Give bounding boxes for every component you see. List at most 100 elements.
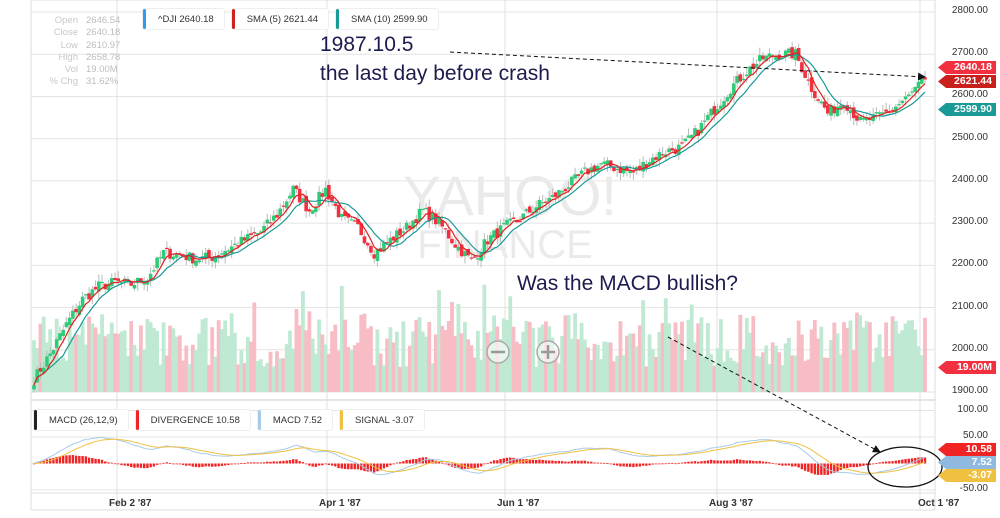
divergence-bar: [920, 457, 923, 464]
divergence-bar: [424, 457, 428, 464]
divergence-bar: [123, 463, 126, 466]
volume-bar: [346, 347, 351, 392]
divergence-bar: [415, 459, 418, 464]
zoom-in-button[interactable]: [536, 340, 560, 364]
candle: [874, 112, 879, 114]
divergence-bar: [599, 462, 603, 464]
volume-bar: [903, 323, 908, 392]
volume-bar: [372, 365, 377, 392]
volume-bar: [696, 323, 701, 392]
candle: [851, 107, 856, 119]
divergence-bar: [366, 463, 369, 472]
volume-bar: [96, 333, 101, 392]
volume-bar: [106, 333, 111, 392]
volume-bar: [767, 364, 772, 392]
divergence-bar: [573, 460, 577, 464]
divergence-bar: [635, 463, 638, 467]
candle: [621, 167, 626, 174]
divergence-bar: [781, 463, 784, 466]
volume-bar: [466, 339, 471, 392]
candle: [557, 190, 561, 198]
divergence-bar: [901, 459, 904, 464]
volume-bar: [249, 341, 253, 392]
divergence-bar: [343, 463, 347, 469]
zoom-out-button[interactable]: [486, 340, 510, 364]
volume-bar: [187, 364, 192, 392]
divergence-bar: [722, 460, 726, 464]
divergence-bar: [661, 463, 664, 465]
candle: [826, 105, 830, 114]
candle: [330, 196, 334, 202]
volume-bar: [573, 313, 577, 392]
candle: [514, 221, 519, 223]
divergence-bar: [275, 461, 279, 464]
candle: [566, 187, 571, 189]
divergence-bar: [761, 461, 765, 464]
legend-item[interactable]: SMA (10) 2599.90: [334, 8, 439, 30]
volume-bar: [706, 323, 710, 392]
candle: [246, 234, 250, 241]
volume-bar: [599, 359, 603, 392]
candle: [314, 206, 318, 212]
candle: [382, 242, 386, 252]
volume-bar: [385, 338, 390, 392]
volume-bar: [278, 358, 283, 392]
divergence-bar: [405, 459, 408, 464]
candle: [365, 242, 370, 246]
legend-item[interactable]: MACD 7.52: [256, 409, 333, 431]
volume-bar: [67, 325, 72, 392]
candle: [699, 122, 704, 134]
volume-bar: [592, 343, 597, 392]
candle: [722, 101, 726, 108]
candle: [907, 94, 911, 97]
divergence-bar: [547, 460, 551, 464]
volume-bar: [683, 359, 688, 392]
divergence-bar: [868, 463, 872, 465]
divergence-bar: [787, 463, 791, 466]
candle: [709, 108, 713, 116]
candle: [45, 356, 49, 367]
candle: [453, 244, 457, 248]
volume-bar: [618, 321, 623, 392]
divergence-bar: [91, 458, 94, 464]
candle: [553, 192, 558, 198]
legend-item[interactable]: SIGNAL -3.07: [338, 409, 425, 431]
divergence-bar: [49, 458, 52, 464]
price-axis-label: 2400.00: [951, 173, 988, 185]
divergence-bar: [473, 463, 476, 469]
candle: [433, 213, 438, 225]
divergence-bar: [703, 460, 706, 464]
divergence-bar: [580, 460, 583, 464]
divergence-bar: [748, 460, 752, 464]
legend-item[interactable]: SMA (5) 2621.44: [230, 8, 329, 30]
divergence-bar: [376, 463, 379, 472]
legend-label: SIGNAL -3.07: [354, 414, 414, 426]
legend-item[interactable]: DIVERGENCE 10.58: [134, 409, 251, 431]
legend-item[interactable]: ^DJI 2640.18: [142, 8, 225, 30]
candle: [919, 78, 924, 84]
volume-bar: [485, 332, 490, 392]
candle: [466, 248, 470, 256]
divergence-bar: [538, 459, 541, 464]
volume-bar: [524, 320, 529, 392]
candle: [284, 201, 289, 209]
legend-label: SMA (10) 2599.90: [350, 13, 428, 25]
candle: [35, 369, 40, 383]
volume-bar: [320, 334, 325, 392]
volume-bar: [634, 346, 639, 392]
divergence-bar: [379, 463, 382, 471]
divergence-bar: [55, 456, 58, 464]
candle: [352, 220, 357, 222]
candle: [275, 214, 279, 218]
divergence-bar: [441, 462, 444, 464]
volume-bar: [550, 337, 555, 392]
volume-bar: [164, 355, 169, 392]
divergence-bar: [65, 455, 68, 464]
divergence-bar: [732, 459, 736, 464]
volume-bar: [41, 316, 46, 392]
legend-item[interactable]: MACD (26,12,9): [33, 409, 129, 431]
divergence-bar: [849, 463, 852, 468]
candle: [469, 257, 474, 259]
candle: [835, 106, 840, 117]
ohlc-key: % Chg: [49, 76, 78, 88]
